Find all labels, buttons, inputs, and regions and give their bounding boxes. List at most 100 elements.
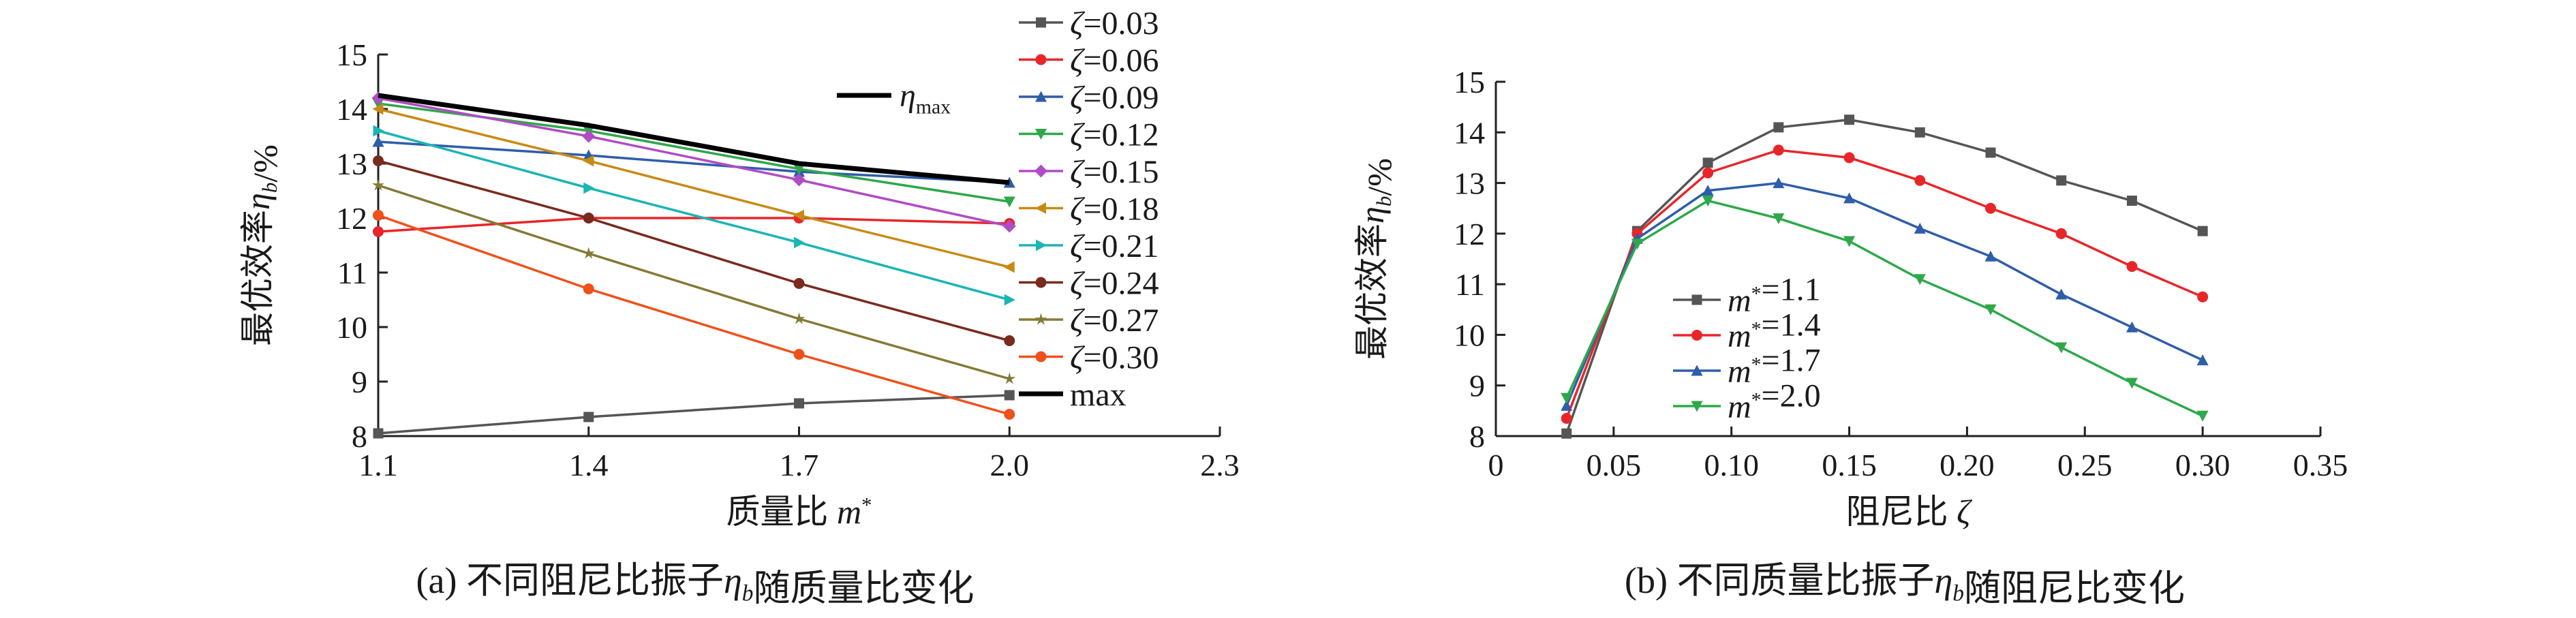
y-axis-title: 最优效率ηb/% xyxy=(1353,158,1398,360)
data-point xyxy=(583,213,594,223)
series-m*=1.4 xyxy=(1561,144,2209,424)
data-point xyxy=(1561,413,1572,424)
y-tick-label: 15 xyxy=(1454,65,1485,99)
data-point xyxy=(372,103,384,115)
data-point xyxy=(2126,261,2138,273)
legend-label: ζ=0.09 xyxy=(1070,80,1159,116)
legend-label: m*=1.1 xyxy=(1728,272,1821,319)
data-point xyxy=(1004,390,1015,401)
y-tick-label: 8 xyxy=(352,419,367,454)
data-point xyxy=(1985,147,1996,158)
x-tick-label: 0.25 xyxy=(2057,448,2113,482)
legend-label: m*=1.7 xyxy=(1728,343,1821,390)
series-m*=1.1 xyxy=(1561,114,2208,439)
legend-label: ζ=0.06 xyxy=(1070,43,1159,79)
data-point xyxy=(373,125,384,137)
data-point xyxy=(1984,250,1997,262)
legend-label: ζ=0.03 xyxy=(1070,5,1159,42)
data-point xyxy=(373,210,384,221)
y-tick-label: 10 xyxy=(1454,318,1485,352)
y-tick-label: 15 xyxy=(336,37,367,72)
data-point xyxy=(373,155,384,166)
data-point xyxy=(1984,304,1997,315)
legend-entry: m*=2.0 xyxy=(1673,378,1821,425)
x-tick-label: 0.35 xyxy=(2293,448,2348,482)
series-line xyxy=(1565,181,2203,407)
data-point xyxy=(793,164,805,175)
data-point xyxy=(583,283,594,294)
series-max xyxy=(378,93,1010,185)
data-point xyxy=(2055,228,2067,239)
legend-label: ζ=0.27 xyxy=(1070,303,1159,339)
y-tick-label: 10 xyxy=(336,310,367,345)
y-tick-label: 12 xyxy=(336,201,367,236)
series-ζ=0.30 xyxy=(373,210,1015,420)
data-point xyxy=(1844,114,1855,125)
legend-label: ζ=0.24 xyxy=(1070,266,1159,302)
data-point xyxy=(1003,196,1015,208)
legend-marker xyxy=(1035,277,1047,288)
legend-label: ζ=0.21 xyxy=(1070,228,1159,264)
legend-entry: ζ=0.03 xyxy=(1019,5,1159,42)
legend-marker xyxy=(1034,164,1047,178)
legend-label: m*=2.0 xyxy=(1728,378,1821,425)
data-point xyxy=(2197,291,2209,303)
data-point xyxy=(2197,226,2208,236)
series-line xyxy=(378,394,1010,435)
legend-label: ζ=0.12 xyxy=(1070,117,1159,153)
data-point xyxy=(1702,157,1713,168)
data-point xyxy=(583,155,594,167)
data-point xyxy=(1702,185,1714,196)
series-m*=1.7 xyxy=(1561,177,2209,411)
legend-marker xyxy=(1035,202,1046,214)
data-point xyxy=(1002,219,1016,233)
legend-marker xyxy=(1035,129,1047,140)
data-point xyxy=(1003,372,1016,384)
data-point xyxy=(1702,167,1714,179)
legend-entry: ζ=0.21 xyxy=(1019,228,1159,264)
x-tick-label: 0.15 xyxy=(1822,448,1877,482)
series-line xyxy=(378,217,1010,233)
data-point xyxy=(1914,274,1926,285)
legend-label: m*=1.4 xyxy=(1728,307,1821,354)
x-axis-title: 阻尼比 ζ xyxy=(1846,493,1974,531)
series-line xyxy=(378,184,1010,380)
data-point xyxy=(793,209,804,221)
data-point xyxy=(794,398,804,409)
data-point xyxy=(583,412,594,422)
legend-entry: ζ=0.12 xyxy=(1019,117,1159,153)
series-line xyxy=(378,93,1010,185)
series-line xyxy=(378,129,1010,301)
data-point xyxy=(372,136,384,147)
data-point xyxy=(1631,238,1643,250)
series-ζ=0.27 xyxy=(372,179,1016,384)
legend-marker xyxy=(1035,351,1047,362)
y-tick-label: 11 xyxy=(337,256,367,290)
x-axis-title: 质量比 m* xyxy=(726,493,872,531)
data-point xyxy=(1914,127,1925,138)
y-tick-label: 9 xyxy=(1469,369,1485,403)
series-m*=2.0 xyxy=(1561,196,2209,422)
data-point xyxy=(793,349,805,360)
series-line xyxy=(1565,149,2203,419)
y-tick-label: 12 xyxy=(1454,217,1485,251)
series-ζ=0.21 xyxy=(373,125,1015,306)
legend-entry: ζ=0.06 xyxy=(1019,43,1159,79)
data-point xyxy=(373,428,384,439)
series-ζ=0.18 xyxy=(372,103,1015,273)
annotation: ηmax xyxy=(837,78,951,118)
series-line xyxy=(378,159,1010,342)
data-point xyxy=(1004,335,1015,346)
legend-entry: ζ=0.27 xyxy=(1019,303,1159,339)
data-point xyxy=(793,312,806,324)
data-point xyxy=(373,226,384,237)
data-point xyxy=(1561,392,1573,404)
data-point xyxy=(2126,196,2137,206)
chart-caption: (b) 不同质量比振子ηb随阻尼比变化 xyxy=(1625,560,2185,609)
legend-label: ζ=0.15 xyxy=(1070,154,1159,190)
series-line xyxy=(1565,118,2203,434)
data-point xyxy=(1843,236,1856,247)
data-point xyxy=(582,247,595,259)
series-line xyxy=(378,214,1010,416)
data-point xyxy=(2055,342,2068,354)
